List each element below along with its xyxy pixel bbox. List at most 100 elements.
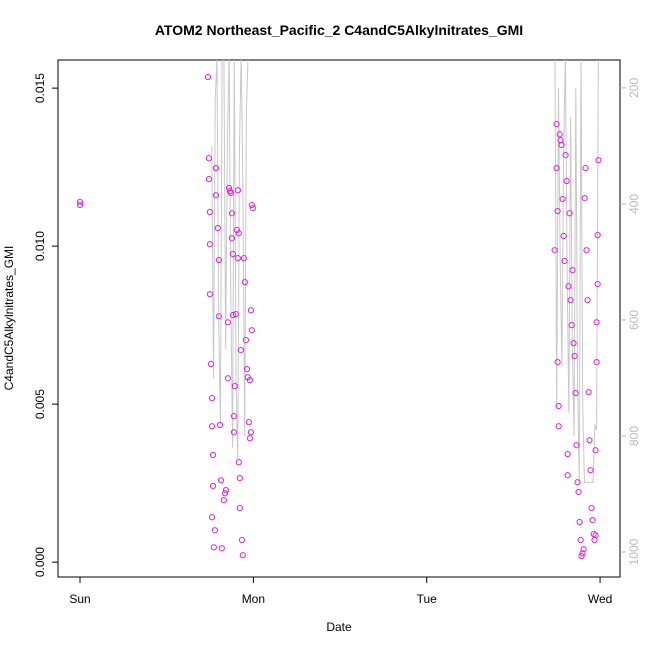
data-point: [589, 517, 596, 524]
data-point: [572, 389, 579, 397]
data-point: [208, 423, 216, 430]
data-point: [239, 552, 246, 559]
data-point: [593, 359, 600, 366]
data-point: [76, 198, 84, 205]
data-point: [208, 395, 216, 402]
x-axis-label: Date: [326, 620, 352, 634]
data-point: [575, 488, 582, 496]
data-point: [235, 459, 242, 466]
data-point: [576, 518, 583, 526]
data-point: [593, 319, 600, 326]
y2-tick-label: 1000: [627, 538, 641, 565]
data-point: [585, 389, 592, 396]
data-point: [234, 255, 242, 262]
data-point: [246, 377, 253, 384]
data-point: [238, 536, 246, 544]
data-point: [247, 307, 255, 314]
data-point: [230, 413, 238, 420]
data-point: [216, 421, 224, 429]
data-point: [573, 442, 580, 449]
data-point: [225, 184, 233, 192]
y-tick-label: 0.000: [33, 547, 47, 577]
data-point: [564, 450, 571, 458]
data-point: [236, 505, 243, 512]
data-point: [212, 164, 220, 172]
data-point: [555, 423, 562, 430]
data-point: [222, 486, 230, 494]
y-axis-label: C4andC5Alkylnitrates_GMI: [2, 246, 16, 391]
data-point: [553, 164, 560, 172]
data-point: [231, 383, 238, 390]
data-point: [247, 429, 255, 436]
data-point: [228, 235, 235, 242]
data-point: [578, 553, 585, 560]
data-point: [240, 255, 247, 262]
y2-tick-label: 800: [627, 426, 641, 446]
y2-tick-label: 400: [627, 194, 641, 214]
data-point: [559, 195, 566, 203]
data-point: [224, 319, 231, 326]
data-point: [242, 336, 250, 344]
data-point: [229, 311, 237, 319]
data-point: [594, 231, 601, 239]
data-point: [220, 497, 227, 504]
data-point: [209, 482, 217, 490]
data-point: [584, 297, 591, 304]
data-point: [243, 365, 251, 373]
data-point: [588, 505, 595, 512]
data-point: [595, 157, 602, 164]
plot-area: [76, 60, 602, 560]
y-tick-label: 0.010: [33, 231, 47, 261]
data-point: [230, 429, 238, 436]
data-point: [571, 353, 578, 360]
data-point: [567, 297, 574, 304]
data-point: [248, 201, 255, 209]
data-point: [218, 545, 225, 552]
data-point: [249, 205, 256, 212]
data-point: [582, 164, 589, 172]
y2-tick-label: 200: [627, 78, 641, 98]
data-point: [577, 536, 584, 544]
data-point: [560, 232, 567, 240]
data-point: [551, 247, 558, 254]
data-point: [592, 447, 599, 454]
data-point: [581, 194, 588, 202]
data-point: [594, 280, 601, 288]
x-tick-label: Mon: [242, 592, 265, 606]
data-point: [555, 402, 562, 410]
data-point: [232, 310, 239, 318]
data-point: [217, 477, 225, 484]
data-point: [227, 189, 234, 197]
data-point: [212, 192, 220, 199]
data-point: [592, 532, 599, 539]
data-point: [221, 490, 229, 497]
data-point: [246, 435, 253, 442]
data-point: [209, 451, 217, 459]
data-point: [210, 544, 217, 551]
y-tick-label: 0.015: [33, 73, 47, 103]
profile-line: [211, 60, 599, 483]
data-point: [556, 131, 563, 138]
data-point: [211, 527, 218, 534]
data-point: [566, 210, 573, 217]
data-point: [215, 313, 222, 320]
data-point: [583, 247, 590, 254]
data-point: [586, 437, 593, 444]
data-point: [204, 73, 212, 81]
y-tick-label: 0.005: [33, 389, 47, 419]
data-point: [248, 327, 255, 334]
data-point: [205, 155, 213, 162]
data-point: [580, 546, 587, 553]
data-point: [208, 514, 216, 521]
data-point: [558, 141, 565, 149]
plot-frame: [57, 59, 621, 578]
data-point: [554, 207, 561, 215]
data-point: [570, 340, 577, 347]
data-point: [565, 283, 572, 290]
data-point: [561, 257, 568, 265]
data-point: [206, 291, 213, 298]
data-point: [564, 472, 571, 479]
data-point: [236, 474, 243, 482]
data-point: [215, 256, 222, 264]
data-point: [554, 359, 561, 366]
